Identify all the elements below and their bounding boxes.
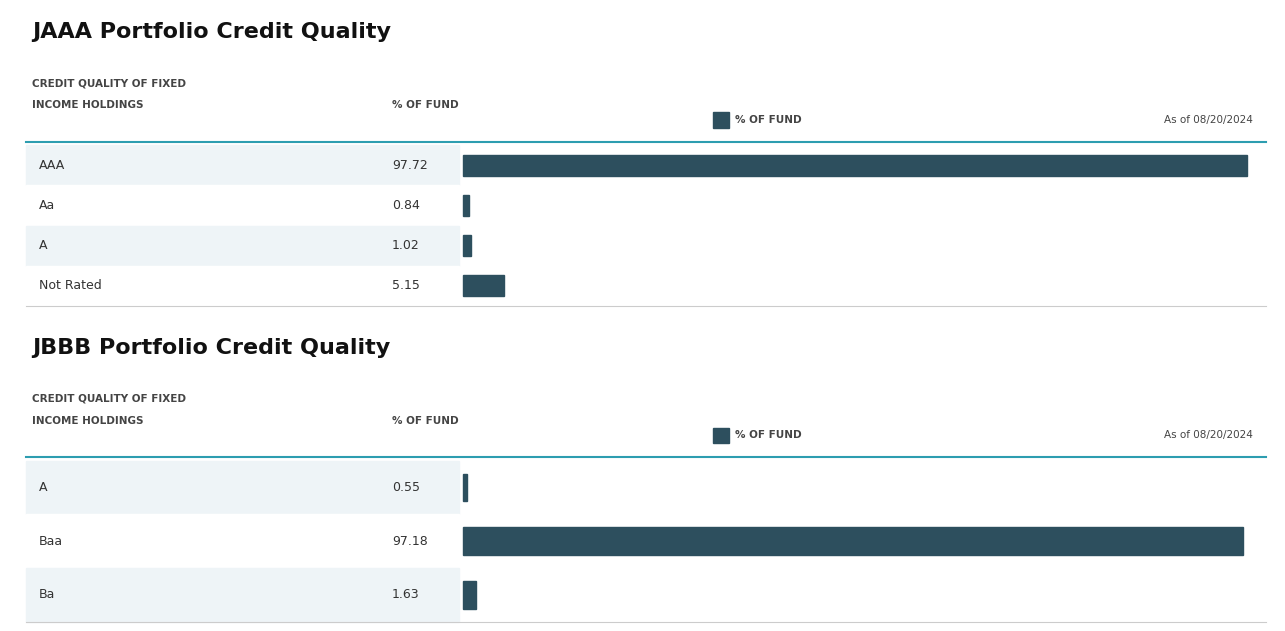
Text: 1.63: 1.63 (392, 588, 419, 601)
Text: 97.18: 97.18 (392, 534, 428, 548)
Text: % OF FUND: % OF FUND (735, 430, 802, 440)
Text: INCOME HOLDINGS: INCOME HOLDINGS (32, 100, 144, 110)
Bar (463, 473, 466, 502)
Text: % OF FUND: % OF FUND (392, 100, 459, 110)
Text: 1.02: 1.02 (392, 239, 420, 252)
Text: % OF FUND: % OF FUND (735, 115, 802, 125)
Bar (463, 195, 469, 216)
Text: As of 08/20/2024: As of 08/20/2024 (1164, 115, 1253, 125)
Text: Ba: Ba (39, 588, 55, 601)
Bar (463, 527, 1243, 555)
Text: CREDIT QUALITY OF FIXED: CREDIT QUALITY OF FIXED (32, 78, 186, 88)
Text: 5.15: 5.15 (392, 280, 420, 292)
Text: 0.55: 0.55 (392, 481, 420, 494)
Bar (713, 112, 729, 127)
Text: INCOME HOLDINGS: INCOME HOLDINGS (32, 416, 144, 426)
Bar (463, 155, 1248, 175)
Bar (26, 225, 459, 266)
Text: CREDIT QUALITY OF FIXED: CREDIT QUALITY OF FIXED (32, 394, 186, 404)
Bar (463, 276, 504, 297)
Bar (463, 581, 475, 609)
Bar (26, 514, 459, 568)
Text: Not Rated: Not Rated (39, 280, 102, 292)
Bar (463, 235, 470, 256)
Bar (713, 428, 729, 443)
Text: A: A (39, 239, 48, 252)
Text: As of 08/20/2024: As of 08/20/2024 (1164, 430, 1253, 440)
Text: A: A (39, 481, 48, 494)
Bar (26, 568, 459, 622)
Bar (26, 145, 459, 186)
Text: Aa: Aa (39, 199, 55, 212)
Bar (26, 186, 459, 225)
Text: 97.72: 97.72 (392, 159, 428, 172)
Bar (26, 266, 459, 306)
Text: 0.84: 0.84 (392, 199, 420, 212)
Text: Baa: Baa (39, 534, 63, 548)
Text: % OF FUND: % OF FUND (392, 416, 459, 426)
Text: AAA: AAA (39, 159, 64, 172)
Text: JBBB Portfolio Credit Quality: JBBB Portfolio Credit Quality (32, 338, 391, 358)
Bar (26, 461, 459, 514)
Text: JAAA Portfolio Credit Quality: JAAA Portfolio Credit Quality (32, 22, 391, 42)
